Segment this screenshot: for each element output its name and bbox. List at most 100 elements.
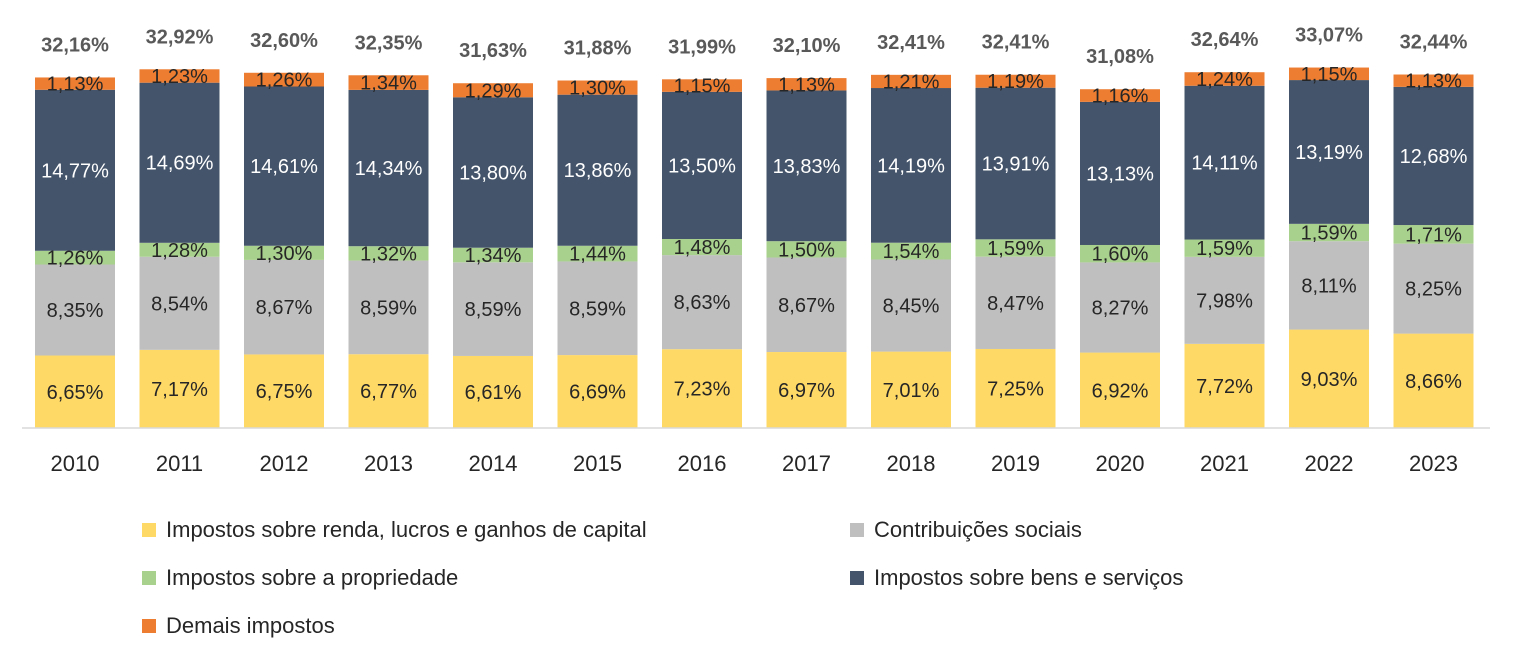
total-label-2018: 32,41% [877, 32, 945, 54]
legend-swatch-renda [142, 523, 156, 537]
bar-impostos-sobre-bens-e-servicos-2023 [1393, 86, 1474, 226]
bar-impostos-sobre-a-propriedade-2014 [453, 247, 533, 263]
data-label-impostos-sobre-renda-lucros-e-ganhos-de-capital-2018: 7,01% [883, 380, 940, 402]
total-label-2010: 32,16% [41, 34, 109, 56]
legend-label-demais: Demais impostos [166, 613, 335, 638]
legend-label-renda: Impostos sobre renda, lucros e ganhos de… [166, 517, 647, 542]
data-label-demais-impostos-2019: 1,19% [987, 71, 1044, 93]
data-label-contribuicoes-sociais-2018: 8,45% [883, 296, 940, 318]
bar-impostos-sobre-renda-lucros-e-ganhos-de-capital-2020 [1080, 352, 1160, 428]
bar-impostos-sobre-a-propriedade-2019 [975, 239, 1056, 257]
bar-impostos-sobre-a-propriedade-2021 [1184, 239, 1265, 257]
bar-impostos-sobre-renda-lucros-e-ganhos-de-capital-2012 [244, 354, 324, 428]
data-label-impostos-sobre-a-propriedade-2022: 1,59% [1301, 223, 1358, 245]
legend-item-demais: Demais impostos [142, 613, 335, 639]
data-label-demais-impostos-2017: 1,13% [778, 74, 835, 96]
total-label-2014: 31,63% [459, 40, 527, 62]
data-label-contribuicoes-sociais-2016: 8,63% [674, 292, 731, 314]
data-label-demais-impostos-2021: 1,24% [1196, 69, 1253, 91]
bar-impostos-sobre-bens-e-servicos-2015 [557, 94, 638, 246]
data-label-contribuicoes-sociais-2015: 8,59% [569, 298, 626, 320]
data-label-impostos-sobre-renda-lucros-e-ganhos-de-capital-2023: 8,66% [1405, 371, 1462, 393]
data-label-impostos-sobre-bens-e-servicos-2016: 13,50% [668, 155, 736, 177]
x-tick-label-2016: 2016 [678, 451, 727, 476]
bar-contribuicoes-sociais-2021 [1184, 256, 1265, 344]
bar-impostos-sobre-renda-lucros-e-ganhos-de-capital-2019 [975, 348, 1056, 428]
x-tick-label-2013: 2013 [364, 451, 413, 476]
data-label-impostos-sobre-a-propriedade-2013: 1,32% [360, 243, 417, 265]
legend-swatch-demais [142, 619, 156, 633]
data-label-impostos-sobre-a-propriedade-2014: 1,34% [465, 245, 522, 267]
total-label-2021: 32,64% [1191, 29, 1259, 51]
data-label-impostos-sobre-a-propriedade-2018: 1,54% [883, 241, 940, 263]
bar-impostos-sobre-bens-e-servicos-2012 [244, 86, 324, 246]
data-label-impostos-sobre-bens-e-servicos-2012: 14,61% [250, 156, 318, 178]
x-tick-label-2021: 2021 [1200, 451, 1249, 476]
data-label-impostos-sobre-bens-e-servicos-2013: 14,34% [355, 158, 423, 180]
data-label-impostos-sobre-bens-e-servicos-2021: 14,11% [1191, 153, 1258, 175]
data-label-impostos-sobre-renda-lucros-e-ganhos-de-capital-2012: 6,75% [256, 381, 313, 403]
bar-impostos-sobre-a-propriedade-2020 [1080, 244, 1160, 263]
data-label-impostos-sobre-renda-lucros-e-ganhos-de-capital-2020: 6,92% [1092, 380, 1149, 402]
legend-label-propriedade: Impostos sobre a propriedade [166, 565, 459, 590]
bar-contribuicoes-sociais-2016 [662, 255, 742, 350]
x-tick-label-2010: 2010 [51, 451, 100, 476]
data-label-impostos-sobre-renda-lucros-e-ganhos-de-capital-2021: 7,72% [1196, 376, 1253, 398]
data-label-impostos-sobre-bens-e-servicos-2020: 13,13% [1086, 163, 1154, 185]
bar-impostos-sobre-bens-e-servicos-2013 [348, 89, 429, 247]
total-label-2015: 31,88% [564, 38, 632, 60]
bar-demais-impostos-2011 [139, 69, 220, 83]
x-tick-label-2011: 2011 [156, 451, 203, 476]
legend-swatch-propriedade [142, 571, 156, 585]
data-label-contribuicoes-sociais-2010: 8,35% [47, 300, 104, 322]
bar-impostos-sobre-bens-e-servicos-2017 [766, 90, 847, 242]
data-label-impostos-sobre-renda-lucros-e-ganhos-de-capital-2010: 6,65% [47, 382, 104, 404]
x-tick-label-2020: 2020 [1096, 451, 1145, 476]
bars-group [35, 67, 1474, 428]
data-label-impostos-sobre-bens-e-servicos-2023: 12,68% [1400, 146, 1468, 168]
data-label-demais-impostos-2011: 1,23% [151, 66, 208, 88]
total-label-2016: 31,99% [668, 36, 736, 58]
legend-label-contribuicoes: Contribuições sociais [874, 517, 1082, 542]
bar-demais-impostos-2010 [35, 77, 115, 90]
bar-impostos-sobre-bens-e-servicos-2020 [1080, 101, 1160, 245]
legend-label-bens-servicos: Impostos sobre bens e serviços [874, 565, 1184, 590]
bar-impostos-sobre-renda-lucros-e-ganhos-de-capital-2010 [35, 355, 115, 428]
data-label-contribuicoes-sociais-2012: 8,67% [256, 297, 313, 319]
bar-demais-impostos-2018 [871, 74, 951, 89]
data-label-impostos-sobre-bens-e-servicos-2017: 13,83% [773, 156, 841, 178]
data-label-impostos-sobre-renda-lucros-e-ganhos-de-capital-2013: 6,77% [360, 381, 417, 403]
data-label-demais-impostos-2014: 1,29% [465, 80, 522, 102]
legend-item-renda: Impostos sobre renda, lucros e ganhos de… [142, 517, 647, 543]
data-label-impostos-sobre-a-propriedade-2016: 1,48% [674, 237, 731, 259]
bar-impostos-sobre-renda-lucros-e-ganhos-de-capital-2011 [139, 349, 220, 428]
bar-impostos-sobre-renda-lucros-e-ganhos-de-capital-2015 [557, 355, 638, 428]
x-tick-label-2019: 2019 [991, 451, 1040, 476]
total-label-2011: 32,92% [146, 26, 214, 48]
bar-impostos-sobre-renda-lucros-e-ganhos-de-capital-2014 [453, 355, 533, 428]
data-label-impostos-sobre-bens-e-servicos-2022: 13,19% [1295, 142, 1363, 164]
bar-impostos-sobre-renda-lucros-e-ganhos-de-capital-2023 [1393, 333, 1474, 428]
bar-impostos-sobre-renda-lucros-e-ganhos-de-capital-2022 [1289, 329, 1369, 428]
data-label-impostos-sobre-bens-e-servicos-2015: 13,86% [564, 160, 632, 182]
total-label-2012: 32,60% [250, 30, 318, 52]
bar-impostos-sobre-renda-lucros-e-ganhos-de-capital-2018 [871, 351, 951, 428]
bar-impostos-sobre-a-propriedade-2018 [871, 242, 951, 260]
bar-contribuicoes-sociais-2019 [975, 256, 1056, 349]
data-label-impostos-sobre-bens-e-servicos-2010: 14,77% [41, 160, 109, 182]
total-label-2022: 33,07% [1295, 25, 1363, 47]
data-label-demais-impostos-2018: 1,21% [883, 71, 940, 93]
bar-impostos-sobre-bens-e-servicos-2022 [1289, 80, 1369, 224]
bar-contribuicoes-sociais-2015 [557, 261, 638, 356]
legend-swatch-bens-servicos [850, 571, 864, 585]
data-label-contribuicoes-sociais-2021: 7,98% [1196, 290, 1253, 312]
data-label-demais-impostos-2015: 1,30% [569, 78, 626, 100]
bar-impostos-sobre-renda-lucros-e-ganhos-de-capital-2017 [766, 352, 847, 428]
bar-contribuicoes-sociais-2013 [348, 260, 429, 355]
data-label-contribuicoes-sociais-2019: 8,47% [987, 293, 1044, 315]
data-label-contribuicoes-sociais-2011: 8,54% [151, 293, 208, 315]
bar-impostos-sobre-renda-lucros-e-ganhos-de-capital-2021 [1184, 343, 1265, 428]
total-labels-group: 32,16% 32,92% 32,60% 32,35% 31,63% 31,88% 31,9… [41, 25, 1468, 69]
x-tick-label-2014: 2014 [469, 451, 518, 476]
bar-impostos-sobre-a-propriedade-2013 [348, 246, 429, 261]
